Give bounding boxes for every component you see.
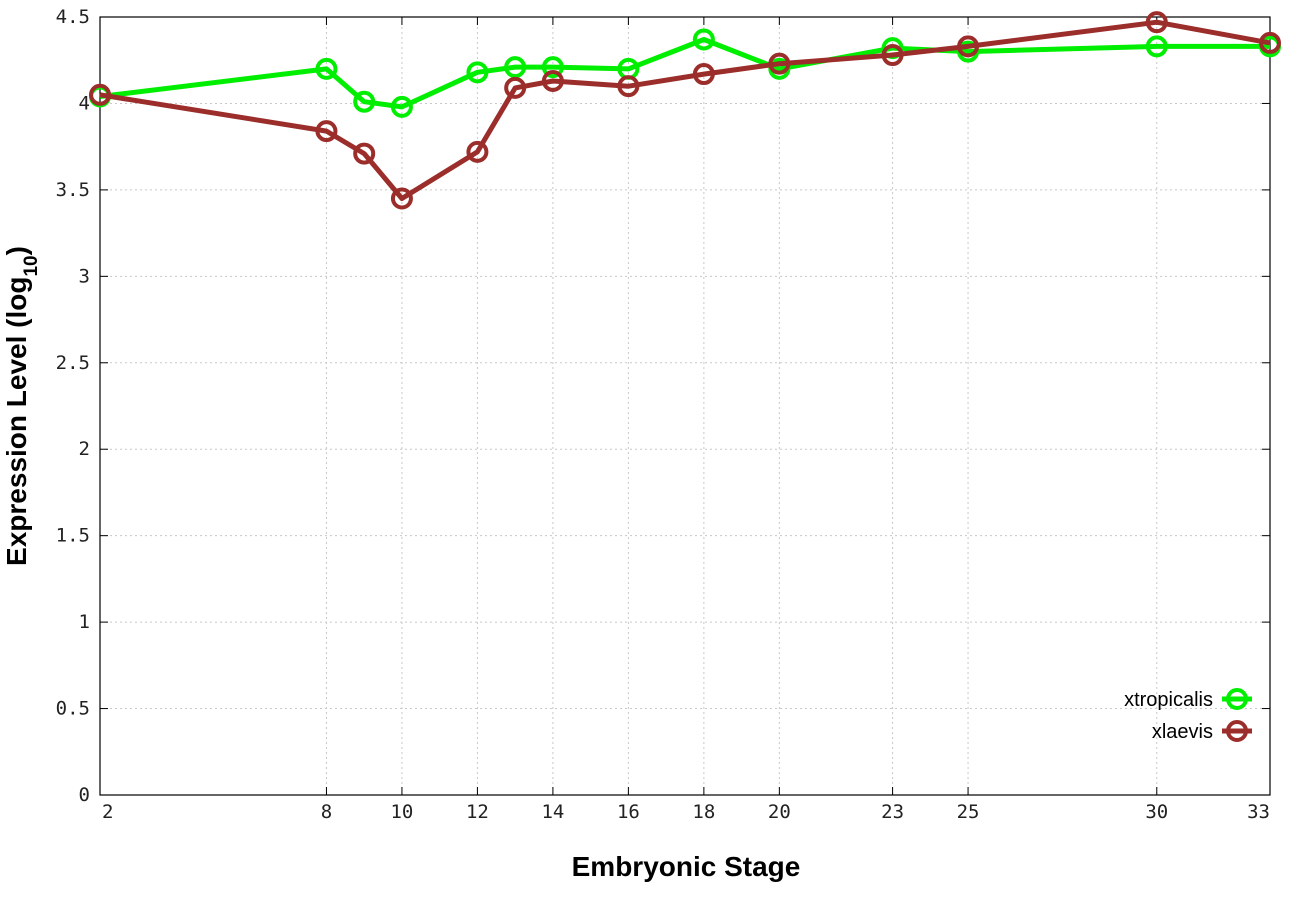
axis-ticks: 0 0.5 1 1.5 2 2.5 3 3.5 4 4.5 2 8 10 12 14 16 18 20 23 25 30… [56, 6, 1271, 823]
y-axis-title-suffix: ) [1, 246, 32, 255]
data-point-xlaevis [692, 63, 715, 86]
x-tick-label: 30 [1145, 801, 1168, 823]
x-tick-label: 16 [617, 801, 640, 823]
y-tick-label: 4.5 [56, 6, 90, 28]
data-point-xtropicalis [541, 56, 564, 79]
data-point-xlaevis [89, 83, 111, 106]
y-tick-label: 3 [79, 265, 90, 287]
x-tick-label: 10 [390, 801, 413, 823]
x-tick-label: 12 [466, 801, 489, 823]
data-point-xlaevis [957, 35, 980, 58]
x-tick-label: 20 [768, 801, 791, 823]
legend-marker-sample [1226, 720, 1248, 742]
x-tick-label: 23 [881, 801, 904, 823]
data-point-xlaevis [881, 44, 904, 67]
y-axis-title: Expression Level (log10) [1, 246, 42, 566]
data-point-xtropicalis [315, 57, 338, 80]
data-point-xlaevis [466, 140, 489, 163]
legend-label: xtropicalis [1124, 689, 1213, 711]
data-point-xtropicalis [353, 90, 376, 113]
data-point-xlaevis [541, 69, 564, 92]
data-point-xtropicalis [466, 61, 489, 84]
data-point-xlaevis [768, 52, 791, 75]
x-tick-label: 25 [957, 801, 980, 823]
data-point-xlaevis [504, 76, 527, 99]
legend-marker-sample [1226, 688, 1248, 710]
data-point-xtropicalis [390, 95, 413, 118]
y-tick-label: 1 [79, 611, 90, 633]
data-point-xlaevis [1145, 11, 1168, 34]
x-tick-label: 33 [1247, 801, 1270, 823]
x-axis-title: Embryonic Stage [572, 851, 801, 882]
y-axis-title-main: Expression Level (log [1, 277, 32, 566]
data-point-xlaevis [353, 142, 376, 165]
y-tick-label: 0 [79, 784, 90, 806]
data-point-xtropicalis [1145, 35, 1168, 58]
y-tick-label: 0.5 [56, 698, 90, 720]
x-tick-label: 14 [541, 801, 564, 823]
series-line-xtropicalis [99, 37, 1270, 110]
x-tick-label: 8 [321, 801, 332, 823]
legend: xtropicalis xlaevis [1124, 688, 1252, 743]
grid-lines [100, 17, 1270, 795]
y-tick-label: 1.5 [56, 525, 90, 547]
y-tick-label: 2.5 [56, 352, 90, 374]
y-axis-title-subscript: 10 [21, 255, 42, 276]
data-point-xtropicalis [504, 56, 527, 79]
y-tick-label: 4 [79, 92, 90, 114]
x-tick-label: 2 [102, 801, 113, 823]
data-point-xtropicalis [692, 28, 715, 51]
series-layer [89, 11, 1281, 210]
y-tick-label: 3.5 [56, 179, 90, 201]
data-point-xlaevis [1259, 31, 1281, 54]
data-point-xlaevis [315, 120, 338, 143]
data-point-xlaevis [390, 187, 413, 210]
data-point-xlaevis [617, 75, 640, 98]
y-tick-label: 2 [79, 438, 90, 460]
x-tick-label: 18 [692, 801, 715, 823]
legend-label: xlaevis [1152, 721, 1213, 743]
series-xlaevis [89, 11, 1281, 210]
plot-frame [99, 16, 1271, 796]
